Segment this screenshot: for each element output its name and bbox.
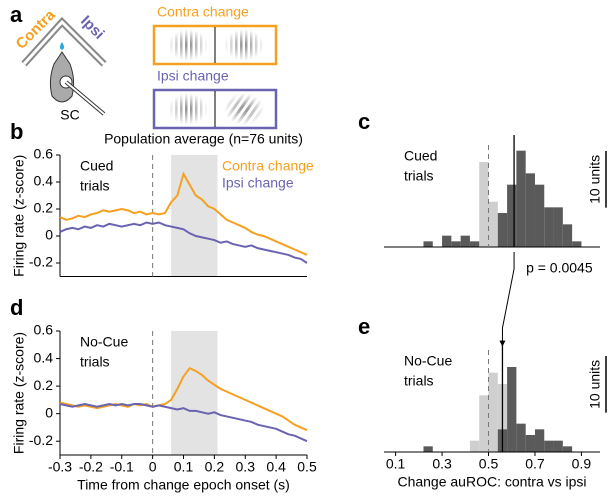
- y-tick-label: 0.4: [34, 173, 54, 189]
- histogram-bar: [516, 423, 526, 452]
- y-tick-label: -0.2: [29, 254, 53, 270]
- histogram-bar: [562, 224, 573, 247]
- data-line: [59, 221, 308, 264]
- annotation: No-Cue: [80, 334, 128, 350]
- histogram-bar: [516, 150, 526, 247]
- histogram-bar: [479, 162, 489, 247]
- histogram-bar: [469, 241, 480, 247]
- panel-letter: c: [358, 109, 370, 134]
- panel-letter: d: [10, 295, 23, 320]
- histogram-bar: [488, 201, 498, 247]
- histogram-bar: [553, 440, 563, 452]
- x-tick-label: -0.1: [110, 459, 134, 475]
- reward-drop: [60, 42, 64, 50]
- x-axis-label: Time from change epoch onset (s): [77, 477, 290, 493]
- histogram-bar: [479, 395, 489, 452]
- histogram-bar: [525, 173, 535, 247]
- annotation: No-Cue: [404, 353, 452, 369]
- y-tick-label: 0.2: [34, 377, 54, 393]
- x-tick-label: 0.7: [525, 456, 545, 472]
- histogram-bar: [544, 440, 554, 452]
- shaded-window: [171, 155, 218, 277]
- y-tick-label: 0: [45, 404, 53, 420]
- panel-letter: e: [358, 314, 370, 339]
- panel-letter: a: [10, 2, 23, 27]
- y-axis-label: Firing rate (z-score): [11, 155, 27, 277]
- histogram-bar: [525, 435, 535, 452]
- region-label: SC: [60, 107, 79, 123]
- annotation: trials: [404, 373, 434, 389]
- x-axis-label: Change auROC: contra vs ipsi: [397, 474, 586, 490]
- diagram: a Contra Ipsi SC Contra change Ipsi chan…: [10, 2, 278, 130]
- ipsi-change-label: Ipsi change: [157, 68, 229, 84]
- histogram-bar: [451, 241, 461, 247]
- histogram-bar: [572, 241, 582, 247]
- histogram-bar: [507, 367, 517, 452]
- histogram-bar: [488, 372, 498, 452]
- y-tick-label: 0: [45, 227, 53, 243]
- histogram-bar: [423, 446, 433, 452]
- histogram-bar: [562, 446, 573, 452]
- legend-entry: Contra change: [222, 158, 314, 174]
- histogram-bar: [442, 235, 452, 247]
- annotation: trials: [80, 354, 110, 370]
- grating-fade: [224, 93, 264, 125]
- histogram-bar: [544, 207, 554, 247]
- chart-title: Population average (n=76 units): [104, 131, 303, 147]
- data-line: [59, 366, 308, 432]
- x-tick-label: 0.1: [174, 459, 194, 475]
- histogram-bar: [460, 235, 470, 247]
- panel-letter: b: [10, 119, 23, 144]
- annotation: trials: [404, 168, 434, 184]
- x-tick-label: 0.4: [266, 459, 286, 475]
- data-line: [59, 402, 308, 443]
- annotation: Cued: [404, 148, 437, 164]
- histogram-bar: [497, 213, 508, 247]
- x-tick-label: 0.2: [205, 459, 225, 475]
- comparison-arrow: [499, 252, 515, 347]
- electrode-inner: [65, 81, 105, 115]
- x-tick-label: 0.3: [432, 456, 452, 472]
- contra-change-label: Contra change: [157, 4, 249, 20]
- scale-bar-label: 10 units: [587, 155, 603, 204]
- y-tick-label: -0.2: [29, 432, 53, 448]
- x-tick-label: -0.3: [48, 459, 72, 475]
- y-tick-label: 0.6: [34, 146, 54, 162]
- y-tick-label: 0.4: [34, 349, 54, 365]
- x-tick-label: 0.5: [297, 459, 317, 475]
- grating-fade: [168, 29, 208, 61]
- y-tick-label: 0.2: [34, 200, 54, 216]
- x-tick-label: 0.1: [386, 456, 406, 472]
- p-value: p = 0.0045: [526, 260, 593, 276]
- x-tick-label: 0.5: [479, 456, 499, 472]
- histogram-bar: [469, 440, 480, 452]
- data-line: [59, 171, 308, 256]
- histogram-bar: [553, 207, 563, 247]
- shaded-window: [171, 331, 218, 455]
- grating-fade: [224, 29, 264, 61]
- annotation: trials: [80, 178, 110, 194]
- histogram-bar: [534, 429, 545, 452]
- monitors-inner: [22, 19, 106, 66]
- x-tick-label: -0.2: [79, 459, 103, 475]
- x-tick-label: 0: [149, 459, 157, 475]
- y-tick-label: 0.6: [34, 322, 54, 338]
- y-axis-label: Firing rate (z-score): [11, 332, 27, 454]
- grating-fade: [168, 93, 208, 125]
- histogram-bar: [534, 184, 545, 247]
- legend-entry: Ipsi change: [222, 175, 294, 191]
- annotation: Cued: [80, 158, 113, 174]
- histogram-bar: [423, 241, 433, 247]
- histogram-bar: [507, 184, 517, 247]
- x-tick-label: 0.3: [236, 459, 256, 475]
- scale-bar-label: 10 units: [587, 360, 603, 409]
- x-tick-label: 0.9: [572, 456, 592, 472]
